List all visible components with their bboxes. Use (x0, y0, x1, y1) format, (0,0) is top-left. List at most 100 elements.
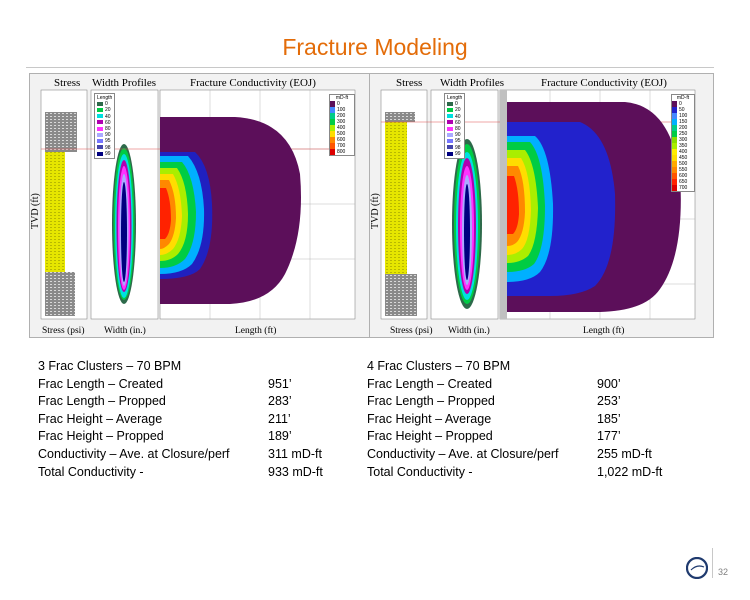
row-label: Conductivity – Ave. at Closure/perf (38, 446, 230, 461)
conductivity-contours (507, 102, 681, 312)
width-profiles (452, 139, 482, 309)
table-row: Frac Length – Propped 283’ (38, 393, 323, 411)
row-value: 1,022 mD-ft (597, 464, 663, 479)
table-row: Conductivity – Ave. at Closure/perf 311 m… (38, 446, 323, 464)
legend-item: 95 (447, 138, 462, 144)
case-summary-left: 3 Frac Clusters – 70 BPM Frac Length – C… (38, 358, 323, 481)
table-row: Frac Height – Propped 189’ (38, 428, 323, 446)
legend-item: 98 (447, 145, 462, 151)
legend-item: 99 (97, 151, 112, 157)
legend-item: 60 (447, 120, 462, 126)
table-row: Frac Height – Propped 177’ (367, 428, 662, 446)
table-row: Frac Height – Average 211’ (38, 411, 323, 429)
colorbar-entry: 200 (330, 113, 354, 119)
conductivity-track-label: Fracture Conductivity (EOJ) (541, 77, 667, 89)
row-label: Frac Height – Average (367, 411, 492, 426)
stress-axis-label: Stress (psi) (42, 326, 85, 336)
colorbar-entry: 200 (672, 125, 694, 131)
table-row: Total Conductivity - 1,022 mD-ft (367, 464, 662, 482)
legend-item: 99 (447, 151, 462, 157)
table-row: Frac Length – Created 900’ (367, 376, 662, 394)
slide-title: Fracture Modeling (282, 34, 468, 60)
case-heading: 3 Frac Clusters – 70 BPM (38, 359, 182, 373)
row-value: 951’ (268, 376, 292, 391)
width-track-label: Width Profiles (440, 77, 505, 89)
fracture-model-plot-left (40, 89, 356, 320)
colorbar-entry: 600 (330, 137, 354, 143)
row-label: Frac Height – Propped (38, 429, 164, 444)
table-row: Frac Length – Propped 253’ (367, 393, 662, 411)
colorbar-entry: 400 (672, 149, 694, 155)
colorbar-entry: 450 (672, 155, 694, 161)
fracture-model-panel-left: Stress Width Profiles Fracture Conductiv… (29, 73, 374, 338)
legend-item: 20 (447, 107, 462, 113)
row-label: Frac Length – Propped (367, 394, 495, 409)
colorbar-entry: 0 (330, 101, 354, 107)
stress-band-lower (385, 274, 417, 316)
colorbar-entry: 700 (672, 185, 694, 191)
fracture-model-panel-right: Stress Width Profiles Fracture Conductiv… (369, 73, 714, 338)
stress-axis-label: Stress (psi) (390, 326, 433, 336)
colorbar-entry: 50 (672, 107, 694, 113)
legend-item: 95 (97, 138, 112, 144)
colorbar-entry: 500 (330, 131, 354, 137)
width-axis-label: Width (in.) (104, 326, 146, 336)
conductivity-track-label: Fracture Conductivity (EOJ) (190, 77, 316, 89)
width-profiles (112, 144, 136, 304)
row-value: 185’ (597, 411, 621, 426)
stress-track-label: Stress (54, 77, 81, 89)
colorbar-title: mD-ft (335, 95, 349, 101)
stress-band-pay (45, 152, 65, 272)
table-row: Frac Length – Created 951’ (38, 376, 323, 394)
length-axis-label: Length (ft) (235, 326, 277, 336)
legend-title: Length (447, 95, 463, 101)
colorbar-entry: 550 (672, 167, 694, 173)
row-value: 177’ (597, 429, 621, 444)
colorbar-entry: 400 (330, 125, 354, 131)
row-value: 211’ (268, 411, 291, 426)
footer-divider (712, 548, 713, 578)
fracture-model-plot-right (380, 89, 696, 320)
y-axis-label: TVD (ft) (370, 193, 381, 229)
row-value: 253’ (597, 394, 621, 409)
colorbar-entry: 300 (672, 137, 694, 143)
table-row: Conductivity – Ave. at Closure/perf 255 m… (367, 446, 662, 464)
colorbar-entry: 100 (330, 107, 354, 113)
legend-item: 40 (97, 114, 112, 120)
row-value: 283’ (268, 394, 292, 409)
conductivity-contours (160, 117, 301, 304)
colorbar-entry: 500 (672, 161, 694, 167)
width-legend: Length 0 20 40 60 80 90 95 98 99 (94, 93, 116, 160)
row-label: Conductivity – Ave. at Closure/perf (367, 446, 559, 461)
legend-item: 0 (97, 101, 112, 107)
conductivity-colorbar: mD-ft 0 50 100 150 200 250 300 350 400 450 500 550 6… (671, 94, 695, 192)
colorbar-entry: 150 (672, 119, 694, 125)
colorbar-entry: 800 (330, 149, 354, 155)
row-label: Frac Length – Created (367, 376, 493, 391)
table-row: Total Conductivity - 933 mD-ft (38, 464, 323, 482)
conductivity-colorbar: mD-ft 0 100 200 300 400 500 600 700 800 (329, 94, 355, 156)
colorbar-entry: 350 (672, 143, 694, 149)
legend-item: 98 (97, 145, 112, 151)
stress-band-pay (385, 122, 407, 274)
legend-title: Length (97, 95, 113, 101)
row-value: 189’ (268, 429, 292, 444)
stress-band-upper (385, 112, 415, 122)
legend-item: 90 (447, 132, 462, 138)
width-axis-label: Width (in.) (448, 326, 490, 336)
width-legend: Length 0 20 40 60 80 90 95 98 99 (444, 93, 466, 160)
row-label: Frac Length – Propped (38, 394, 166, 409)
colorbar-title: mD-ft (676, 95, 690, 101)
legend-item: 0 (447, 101, 462, 107)
row-label: Frac Height – Average (38, 411, 163, 426)
colorbar-entry: 250 (672, 131, 694, 137)
stress-band-upper (45, 112, 77, 152)
legend-item: 40 (447, 114, 462, 120)
colorbar-entry: 300 (330, 119, 354, 125)
title-divider (26, 67, 714, 68)
legend-item: 80 (447, 126, 462, 132)
wellbore-strip (500, 90, 507, 319)
company-logo-icon (686, 557, 708, 579)
colorbar-entry: 650 (672, 179, 694, 185)
colorbar-entry: 100 (672, 113, 694, 119)
